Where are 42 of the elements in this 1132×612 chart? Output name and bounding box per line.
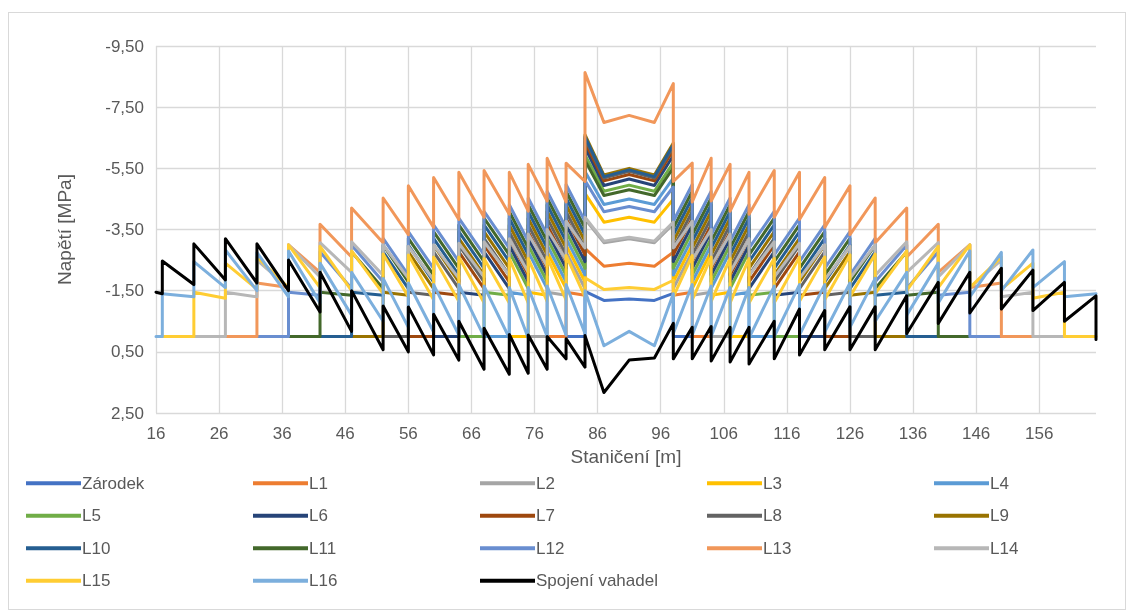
x-tick-label: 106	[709, 424, 738, 443]
legend-label: L12	[536, 538, 565, 558]
x-tick-label: 16	[146, 424, 166, 443]
x-tick-label: 136	[898, 424, 928, 443]
legend-label: L14	[990, 538, 1019, 558]
legend-label: L3	[763, 473, 782, 493]
y-tick-label: 0,50	[110, 342, 144, 362]
legend-label: L13	[763, 538, 792, 558]
x-tick-label: 56	[398, 424, 418, 443]
x-tick-label: 46	[335, 424, 355, 443]
legend-label: L8	[763, 506, 782, 526]
x-tick-label: 96	[651, 424, 671, 443]
y-axis-title: Napětí [MPa]	[54, 174, 75, 285]
x-tick-label: 126	[835, 424, 865, 443]
legend-label: L1	[309, 473, 328, 493]
x-tick-label: 116	[773, 424, 801, 443]
x-tick-label: 146	[961, 424, 991, 443]
legend-label: Spojení vahadel	[536, 571, 658, 591]
y-tick-label: -5,50	[105, 158, 144, 178]
y-tick-label: -9,50	[105, 36, 144, 56]
legend-label: Zárodek	[82, 473, 145, 493]
x-axis-title: Staničení [m]	[570, 446, 682, 467]
y-tick-label: 2,50	[110, 403, 144, 423]
x-tick-label: 26	[209, 424, 229, 443]
legend-label: L6	[309, 506, 328, 526]
x-tick-label: 156	[1025, 424, 1054, 443]
x-tick-label: 86	[588, 424, 608, 443]
x-tick-label: 76	[525, 424, 544, 443]
legend-label: L9	[990, 506, 1009, 526]
x-tick-label: 36	[272, 424, 292, 443]
legend-label: L15	[82, 571, 111, 591]
legend-label: L11	[309, 538, 337, 558]
y-tick-label: -7,50	[105, 97, 144, 117]
legend-label: L10	[82, 538, 111, 558]
legend-label: L16	[309, 571, 338, 591]
y-tick-label: -3,50	[105, 220, 144, 239]
x-tick-label: 66	[461, 424, 481, 443]
legend-label: L5	[82, 506, 101, 526]
y-tick-label: -1,50	[105, 281, 144, 301]
legend-label: L2	[536, 473, 555, 493]
legend-label: L7	[536, 506, 555, 526]
legend-label: L4	[990, 473, 1009, 493]
